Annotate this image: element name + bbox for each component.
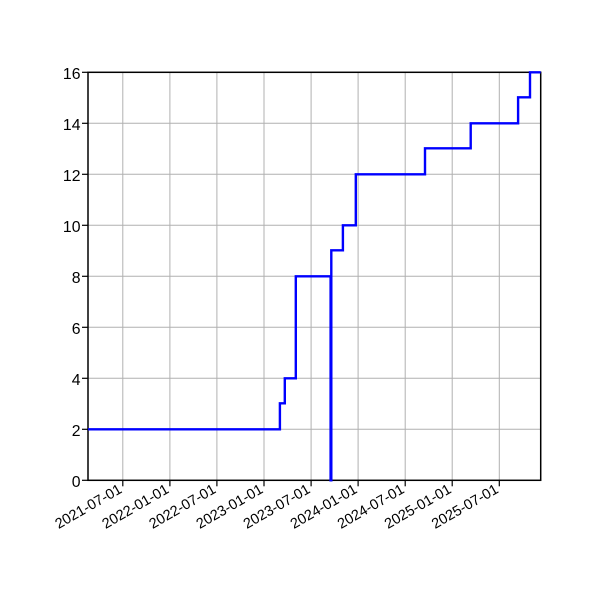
svg-text:12: 12 <box>63 168 81 185</box>
svg-text:14: 14 <box>63 117 81 134</box>
svg-text:16: 16 <box>63 66 81 83</box>
svg-text:10: 10 <box>63 219 81 236</box>
svg-text:2: 2 <box>72 423 81 440</box>
svg-text:6: 6 <box>72 321 81 338</box>
svg-text:0: 0 <box>72 474 81 491</box>
svg-text:8: 8 <box>72 270 81 287</box>
svg-text:4: 4 <box>72 372 81 389</box>
